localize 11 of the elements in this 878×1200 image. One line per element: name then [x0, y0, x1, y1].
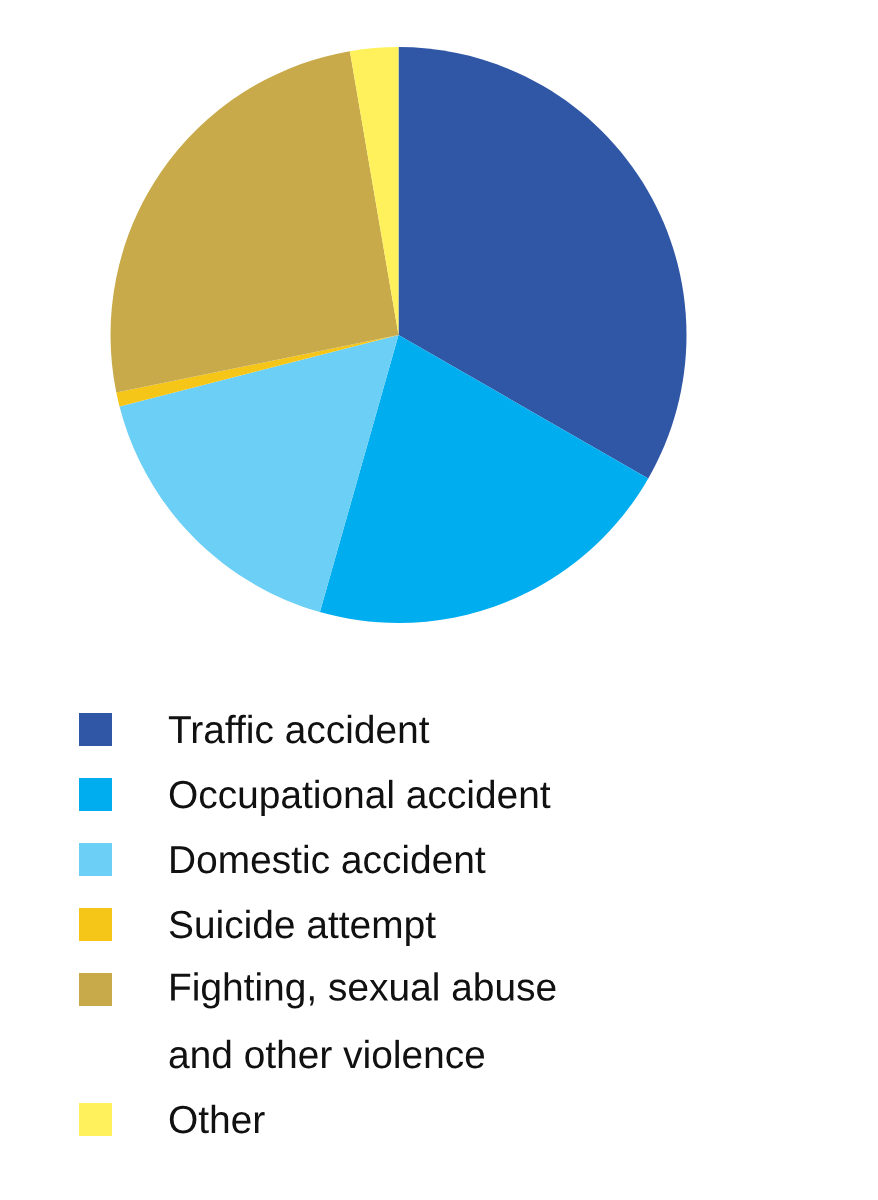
- pie-slice: [398, 47, 687, 479]
- legend-label: Occupational accident: [169, 779, 551, 817]
- legend-label: Traffic accident: [168, 714, 430, 744]
- pie-slice: [119, 335, 399, 613]
- legend-label: Suicide attempt: [169, 909, 436, 947]
- pie-slice: [319, 335, 649, 623]
- legend-label: Fighting, sexual abuse and other violence: [169, 972, 556, 1069]
- legend-label: Domestic accident: [171, 844, 486, 874]
- legend-label: Other: [169, 1104, 265, 1134]
- pie-slice: [110, 51, 399, 393]
- pie-slice: [349, 47, 399, 335]
